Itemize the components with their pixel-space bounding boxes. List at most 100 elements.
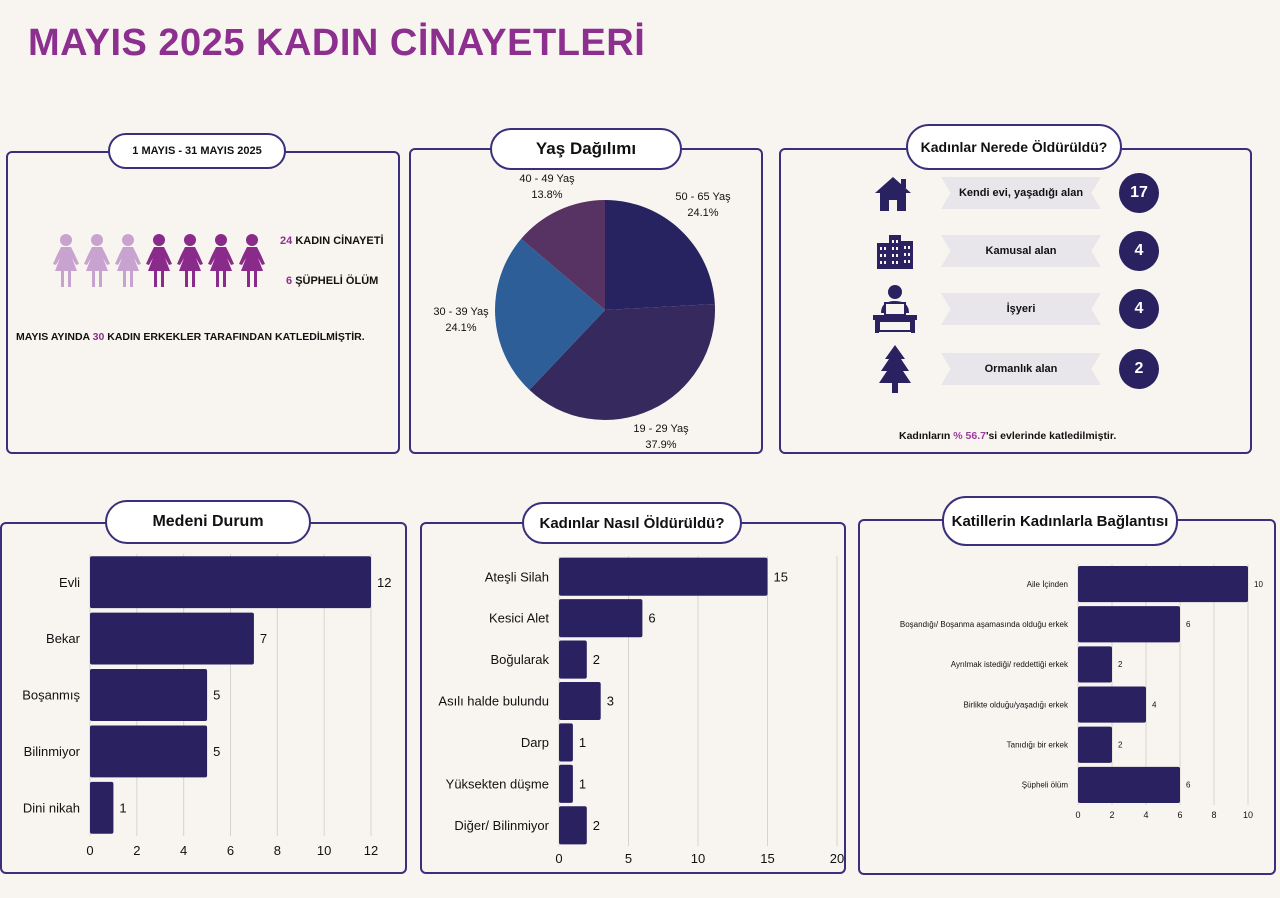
category-label: Boşandığı/ Boşanma aşamasında olduğu erk… xyxy=(900,620,1069,629)
summary-footer-post: KADIN ERKEKLER TARAFINDAN KATLEDİLMİŞTİR… xyxy=(104,331,365,343)
bar-value-label: 1 xyxy=(119,800,126,815)
relation-bar-chart: 0 2 4 6 8 10 Aile İçinden 10 Boşandığı/ Boşanma … xyxy=(900,564,1263,820)
summary-footer: MAYIS AYINDA 30 KADIN ERKEKLER TARAFINDA… xyxy=(16,331,365,343)
location-count-home: 17 xyxy=(1119,173,1159,213)
location-footer-pre: Kadınların xyxy=(899,430,954,442)
bar xyxy=(559,723,573,762)
bar xyxy=(1078,766,1180,803)
x-tick-label: 6 xyxy=(227,843,234,858)
category-label: Evli xyxy=(59,575,80,590)
x-tick-label: 8 xyxy=(1211,810,1216,820)
murders-count: 24 xyxy=(280,235,293,247)
marital-title-pill: Medeni Durum xyxy=(105,500,311,544)
age-pie-chart: 50 - 65 Yaş 24.1% 19 - 29 Yaş 37.9% 30 - 39 … xyxy=(433,173,731,451)
location-row-forest: Ormanlık alan 2 xyxy=(781,345,1251,397)
tree-icon xyxy=(879,345,911,393)
pie-slice xyxy=(521,200,605,310)
marital-bar-chart: 0 2 4 6 8 10 12 Evli 12 Bekar 7 Boşanmış 5 Bilinmiyor… xyxy=(22,554,391,858)
category-label: Kesici Alet xyxy=(489,611,549,626)
marital-chart-title: Medeni Durum xyxy=(152,513,264,530)
x-tick-label: 10 xyxy=(1243,810,1253,820)
bar-value-label: 1 xyxy=(579,776,586,791)
location-footer: Kadınların % 56.7'si evlerinde katledilm… xyxy=(899,430,1116,442)
x-tick-label: 0 xyxy=(1075,810,1080,820)
office-desk-icon xyxy=(873,285,917,333)
woman-figure-icon xyxy=(177,234,203,287)
bar-value-label: 2 xyxy=(593,818,600,833)
bar xyxy=(90,612,254,665)
bar xyxy=(559,806,587,845)
location-count-public: 4 xyxy=(1119,231,1159,271)
age-title-pill: Yaş Dağılımı xyxy=(490,128,682,170)
pie-label: 19 - 29 Yaş xyxy=(633,423,689,435)
bar-value-label: 1 xyxy=(579,735,586,750)
suspicious-label: ŞÜPHELİ ÖLÜM xyxy=(295,275,379,287)
bar xyxy=(559,681,601,721)
relation-panel: 0 2 4 6 8 10 Aile İçinden 10 Boşandığı/ Boşanma … xyxy=(858,519,1276,875)
house-icon xyxy=(875,177,911,211)
murders-stat: 24 KADIN CİNAYETİ xyxy=(280,235,384,247)
method-bar-chart: 0 5 10 15 20 Ateşli Silah 15 Kesici Alet 6 Boğula… xyxy=(438,556,844,866)
bar xyxy=(1078,646,1112,683)
bar xyxy=(559,640,587,679)
bar-value-label: 5 xyxy=(213,744,220,759)
marital-panel: 0 2 4 6 8 10 12 Evli 12 Bekar 7 Boşanmış 5 Bilinmiyor… xyxy=(0,522,407,874)
bar-value-label: 5 xyxy=(213,688,220,703)
bar xyxy=(559,557,768,596)
method-title-pill: Kadınlar Nasıl Öldürüldü? xyxy=(522,502,742,544)
method-chart-title: Kadınlar Nasıl Öldürüldü? xyxy=(539,514,725,532)
bar-value-label: 2 xyxy=(593,652,600,667)
woman-figure-icon xyxy=(208,234,234,287)
relation-title-pill: Katillerin Kadınlarla Bağlantısı xyxy=(942,496,1178,546)
x-tick-label: 2 xyxy=(133,843,140,858)
bar xyxy=(90,781,114,834)
x-tick-label: 4 xyxy=(180,843,187,858)
category-label: Yüksekten düşme xyxy=(446,776,549,791)
bar xyxy=(90,669,208,721)
bar-value-label: 6 xyxy=(648,611,655,626)
bar-value-label: 6 xyxy=(1186,781,1191,790)
bar-value-label: 3 xyxy=(607,694,614,709)
suspicious-count: 6 xyxy=(286,275,293,287)
pie-label: 40 - 49 Yaş xyxy=(519,173,575,185)
category-label: Dini nikah xyxy=(23,800,80,815)
location-label-home: Kendi evi, yaşadığı alan xyxy=(941,177,1101,209)
category-label: Darp xyxy=(521,735,549,750)
bar-value-label: 15 xyxy=(774,569,788,584)
bar xyxy=(1078,726,1112,763)
pie-value-label: 24.1% xyxy=(445,322,476,334)
category-label: Asılı halde bulundu xyxy=(438,694,549,709)
bar-value-label: 12 xyxy=(377,575,391,590)
x-tick-label: 10 xyxy=(691,851,705,866)
x-tick-label: 4 xyxy=(1143,810,1148,820)
pie-slice xyxy=(529,303,715,420)
x-tick-label: 5 xyxy=(625,851,632,866)
age-chart-title: Yaş Dağılımı xyxy=(535,139,637,158)
pie-slice xyxy=(495,238,605,390)
method-panel: 0 5 10 15 20 Ateşli Silah 15 Kesici Alet 6 Boğula… xyxy=(420,522,846,874)
category-label: Boşanmış xyxy=(22,688,80,703)
category-label: Aile İçinden xyxy=(1027,580,1068,589)
date-range: 1 MAYIS - 31 MAYIS 2025 xyxy=(132,145,262,157)
bar xyxy=(90,556,371,609)
location-label-public: Kamusal alan xyxy=(941,235,1101,267)
location-label-forest: Ormanlık alan xyxy=(941,353,1101,385)
woman-figure-icon xyxy=(239,234,265,287)
location-count-work: 4 xyxy=(1119,289,1159,329)
pie-label: 30 - 39 Yaş xyxy=(433,306,489,318)
relation-chart-title: Katillerin Kadınlarla Bağlantısı xyxy=(951,512,1169,530)
page-title: MAYIS 2025 KADIN CİNAYETLERİ xyxy=(28,22,646,64)
woman-figure-icon xyxy=(53,234,79,287)
woman-figure-icon xyxy=(146,234,172,287)
location-panel: Kendi evi, yaşadığı alan 17 Kamusal alan… xyxy=(779,148,1252,454)
x-tick-label: 10 xyxy=(317,843,331,858)
location-row-work: İşyeri 4 xyxy=(781,285,1251,337)
summary-footer-num: 30 xyxy=(92,331,105,343)
bar-value-label: 10 xyxy=(1254,580,1263,589)
x-tick-label: 6 xyxy=(1177,810,1182,820)
category-label: Boğularak xyxy=(490,652,549,667)
x-tick-label: 0 xyxy=(555,851,562,866)
murders-label: KADIN CİNAYETİ xyxy=(295,235,384,247)
summary-panel: 24 KADIN CİNAYETİ 6 ŞÜPHELİ ÖLÜM MAYIS A… xyxy=(6,151,400,454)
category-label: Şüpheli ölüm xyxy=(1022,781,1069,790)
